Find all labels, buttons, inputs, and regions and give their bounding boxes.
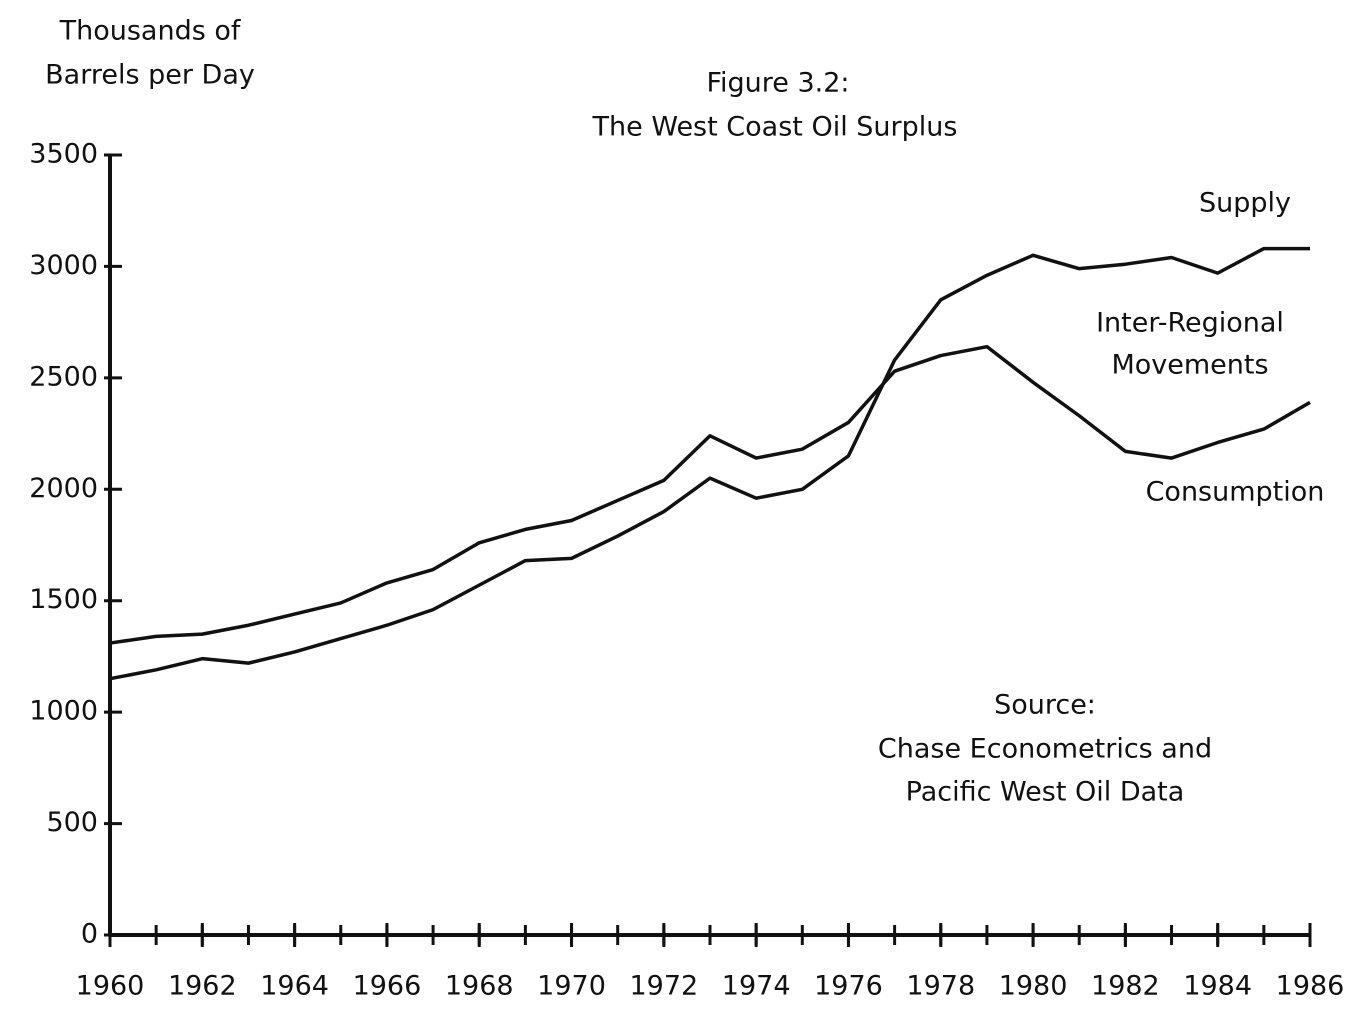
x-tick-label: 1966 <box>353 971 422 1002</box>
x-tick-label: 1982 <box>1091 971 1160 1002</box>
y-tick-label: 3500 <box>29 139 98 170</box>
x-tick-label: 1972 <box>629 971 698 1002</box>
y-axis-label: Thousands of <box>59 16 242 47</box>
y-tick-label: 1000 <box>29 696 98 727</box>
y-tick-label: 500 <box>46 807 98 838</box>
annotation: Movements <box>1111 350 1268 381</box>
x-tick-label: 1968 <box>445 971 514 1002</box>
series-label: Supply <box>1199 188 1291 219</box>
y-tick-label: 2500 <box>29 361 98 392</box>
y-tick-label: 2000 <box>29 473 98 504</box>
x-tick-label: 1978 <box>906 971 975 1002</box>
y-tick-label: 3000 <box>29 250 98 281</box>
annotation: Inter-Regional <box>1096 308 1284 339</box>
source-note: Chase Econometrics and <box>878 734 1212 765</box>
x-tick-label: 1964 <box>260 971 329 1002</box>
x-tick-label: 1976 <box>814 971 883 1002</box>
y-axis-label: Barrels per Day <box>45 60 255 91</box>
x-tick-label: 1974 <box>722 971 791 1002</box>
source-note: Pacific West Oil Data <box>906 777 1185 808</box>
x-tick-label: 1986 <box>1276 971 1345 1002</box>
series-line <box>109 344 1311 645</box>
x-tick-label: 1980 <box>999 971 1068 1002</box>
source-note: Source: <box>994 690 1096 721</box>
y-tick-label: 0 <box>81 919 98 950</box>
series-line <box>109 246 1310 681</box>
x-tick-label: 1960 <box>76 971 145 1002</box>
x-tick-label: 1984 <box>1183 971 1252 1002</box>
chart-title: Figure 3.2: <box>706 68 849 99</box>
x-tick-label: 1970 <box>537 971 606 1002</box>
chart-subtitle: The West Coast Oil Surplus <box>592 112 958 143</box>
series-label: Consumption <box>1146 477 1325 508</box>
y-tick-label: 1500 <box>29 584 98 615</box>
x-tick-label: 1962 <box>168 971 237 1002</box>
